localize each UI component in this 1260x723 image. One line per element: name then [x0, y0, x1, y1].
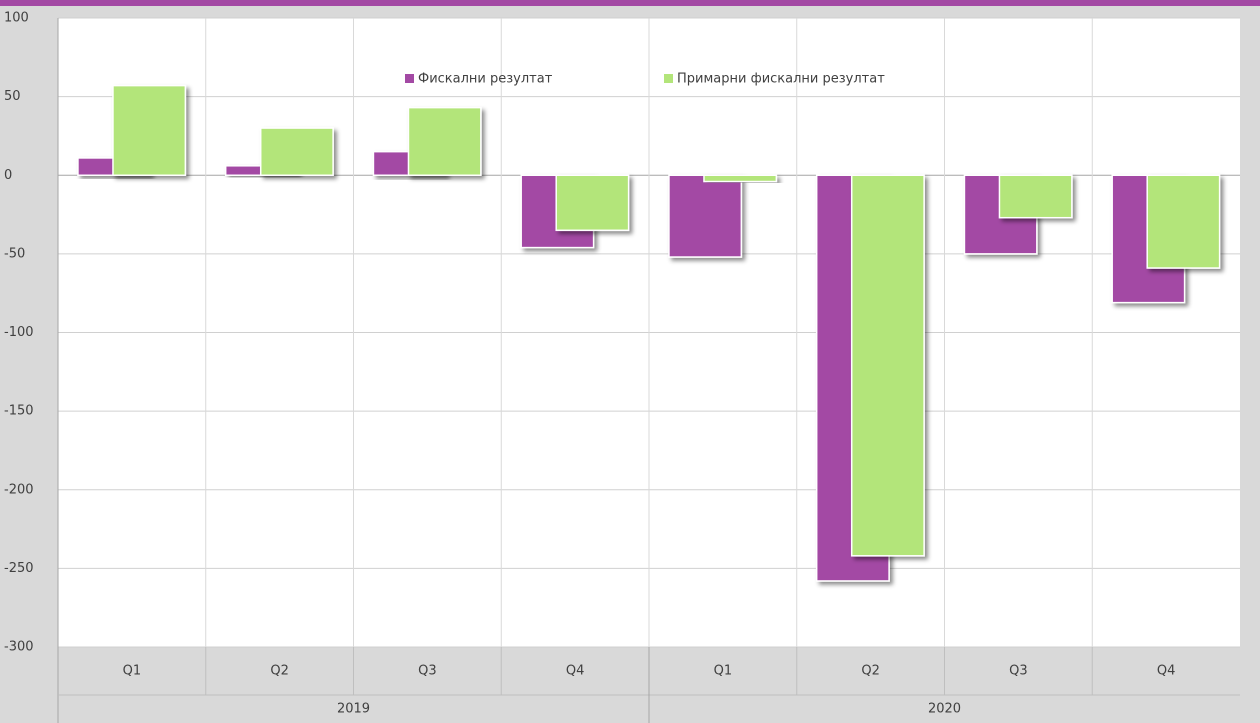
y-tick-label: 50 — [4, 89, 21, 104]
bar — [1146, 174, 1221, 269]
bar — [703, 174, 778, 183]
y-tick-label: 100 — [4, 11, 29, 26]
bar — [555, 174, 630, 232]
x-tick-label: Q2 — [270, 664, 289, 679]
group-label: 2019 — [337, 702, 370, 717]
x-tick-label: Q2 — [861, 664, 880, 679]
x-tick-label: Q3 — [418, 664, 437, 679]
x-tick-label: Q1 — [714, 664, 733, 679]
x-tick-label: Q4 — [566, 664, 585, 679]
bar — [850, 174, 925, 557]
y-tick-label: -100 — [4, 325, 34, 340]
x-tick-label: Q3 — [1009, 664, 1028, 679]
y-tick-label: 0 — [4, 168, 12, 183]
top-bar — [0, 0, 1260, 6]
bar — [259, 127, 334, 176]
legend-swatch — [405, 74, 414, 83]
group-label: 2020 — [928, 702, 961, 717]
y-tick-label: -50 — [4, 246, 25, 261]
legend-label: Примарни фискални резултат — [677, 72, 885, 87]
legend-label: Фискални резултат — [418, 72, 553, 87]
bar — [112, 84, 187, 176]
y-tick-label: -300 — [4, 640, 34, 655]
legend-swatch — [664, 74, 673, 83]
y-tick-label: -150 — [4, 404, 34, 419]
bar — [668, 174, 743, 258]
bar — [998, 174, 1073, 219]
y-tick-label: -250 — [4, 561, 34, 576]
x-tick-label: Q4 — [1157, 664, 1176, 679]
x-tick-label: Q1 — [123, 664, 142, 679]
bar — [407, 106, 482, 176]
y-tick-label: -200 — [4, 482, 34, 497]
